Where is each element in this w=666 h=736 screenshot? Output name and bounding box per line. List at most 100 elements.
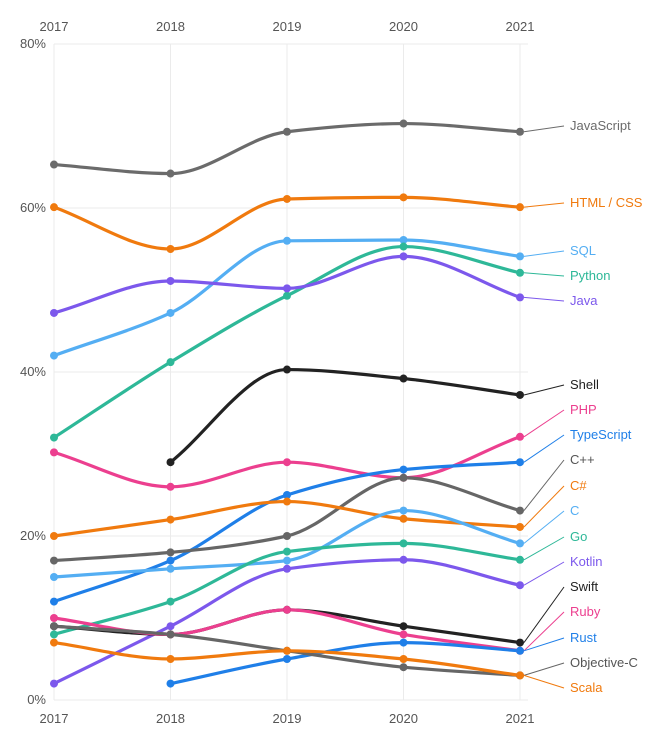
data-point-html-css: [283, 194, 291, 203]
data-point-python: [399, 242, 408, 251]
leader-line-python: [523, 272, 565, 277]
data-point-c: [283, 556, 291, 565]
data-point-python: [166, 358, 175, 367]
data-point-typescript: [399, 465, 408, 474]
data-point-typescript: [166, 556, 175, 565]
series-label-javascript: JavaScript: [570, 118, 631, 133]
data-point-c: [166, 548, 175, 557]
series-label-php: PHP: [570, 402, 597, 417]
data-point-javascript: [283, 127, 291, 136]
data-point-javascript: [166, 169, 175, 178]
y-tick-label: 60%: [20, 200, 46, 215]
series-label-html-css: HTML / CSS: [570, 195, 643, 210]
leader-line-sql: [523, 250, 565, 257]
data-point-rust: [283, 655, 291, 663]
gridlines: [53, 43, 528, 701]
leader-line-html-css: [523, 202, 565, 208]
data-point-javascript: [516, 127, 524, 136]
axes: 2017 2017 2018 2018 2019 2019 2020 2020 2021 2021…: [20, 19, 534, 726]
data-points: [50, 119, 524, 688]
series-label-shell: Shell: [570, 377, 599, 392]
x-tick-label-bottom: 2020: [389, 711, 418, 726]
data-point-go: [283, 547, 291, 556]
leader-line-c: [523, 459, 565, 511]
data-point-python: [283, 291, 291, 300]
data-point-java: [283, 284, 291, 293]
leader-line-c: [523, 485, 565, 528]
data-point-python: [516, 268, 524, 277]
data-point-c: [50, 532, 58, 540]
x-tick-label-top: 2018: [156, 19, 185, 34]
data-point-typescript: [516, 458, 524, 467]
data-point-c: [399, 514, 408, 523]
data-point-c: [283, 497, 291, 506]
data-point-rust: [399, 638, 408, 647]
data-point-scala: [283, 646, 291, 655]
series-line-shell: [168, 367, 522, 464]
leader-line-shell: [523, 384, 565, 396]
data-point-java: [50, 308, 58, 317]
leader-line-rust: [523, 637, 565, 652]
data-point-go: [50, 630, 58, 639]
series-label-go: Go: [570, 529, 587, 544]
data-point-javascript: [50, 160, 58, 169]
data-point-java: [399, 252, 408, 261]
data-point-html-css: [516, 203, 524, 212]
data-point-html-css: [166, 245, 175, 253]
series-label-java: Java: [570, 293, 598, 308]
data-point-javascript: [399, 119, 408, 128]
y-tick-label: 0%: [27, 692, 46, 707]
y-tick-label: 40%: [20, 364, 46, 379]
data-point-ruby: [50, 614, 58, 622]
data-point-shell: [399, 374, 408, 383]
data-point-c: [166, 515, 175, 524]
leader-line-java: [523, 296, 565, 302]
data-point-ruby: [283, 605, 291, 614]
data-point-go: [166, 597, 175, 606]
leader-line-scala: [523, 674, 565, 689]
leader-line-swift: [523, 586, 565, 643]
leader-line-ruby: [523, 611, 565, 652]
data-point-go: [399, 539, 408, 548]
leader-line-go: [523, 536, 565, 561]
x-tick-label-bottom: 2017: [40, 711, 69, 726]
series-label-sql: SQL: [570, 243, 596, 258]
data-point-java: [166, 276, 175, 285]
data-point-scala: [516, 671, 524, 680]
x-tick-label-top: 2017: [40, 19, 69, 34]
label-leader-lines: [523, 125, 565, 689]
data-point-shell: [283, 365, 291, 374]
series-label-python: Python: [570, 268, 610, 283]
leader-line-php: [523, 409, 565, 438]
data-point-c: [50, 556, 58, 565]
x-tick-label-bottom: 2019: [273, 711, 302, 726]
data-point-python: [50, 433, 58, 442]
leader-line-objective-c: [523, 662, 565, 676]
data-point-html-css: [50, 203, 58, 212]
data-point-ruby: [399, 630, 408, 639]
data-point-objective-c: [399, 663, 408, 672]
series-label-rust: Rust: [570, 630, 597, 645]
data-point-shell: [166, 458, 175, 467]
data-point-php: [516, 432, 524, 441]
leader-line-kotlin: [523, 561, 565, 586]
data-point-rust: [516, 646, 524, 655]
data-point-sql: [166, 308, 175, 317]
data-point-c: [516, 506, 524, 515]
leader-line-javascript: [523, 125, 565, 133]
data-point-kotlin: [516, 581, 524, 590]
series-label-swift: Swift: [570, 579, 599, 594]
data-point-php: [166, 482, 175, 491]
series-label-kotlin: Kotlin: [570, 554, 603, 569]
series-label-c: C: [570, 503, 579, 518]
data-point-kotlin: [399, 555, 408, 564]
data-point-typescript: [50, 597, 58, 606]
x-tick-label-top: 2021: [506, 19, 535, 34]
data-point-scala: [50, 638, 58, 647]
data-point-rust: [166, 679, 175, 688]
y-tick-label: 20%: [20, 528, 46, 543]
data-point-sql: [516, 252, 524, 261]
y-tick-label: 80%: [20, 36, 46, 51]
x-tick-label-bottom: 2021: [506, 711, 535, 726]
series-label-ruby: Ruby: [570, 604, 601, 619]
